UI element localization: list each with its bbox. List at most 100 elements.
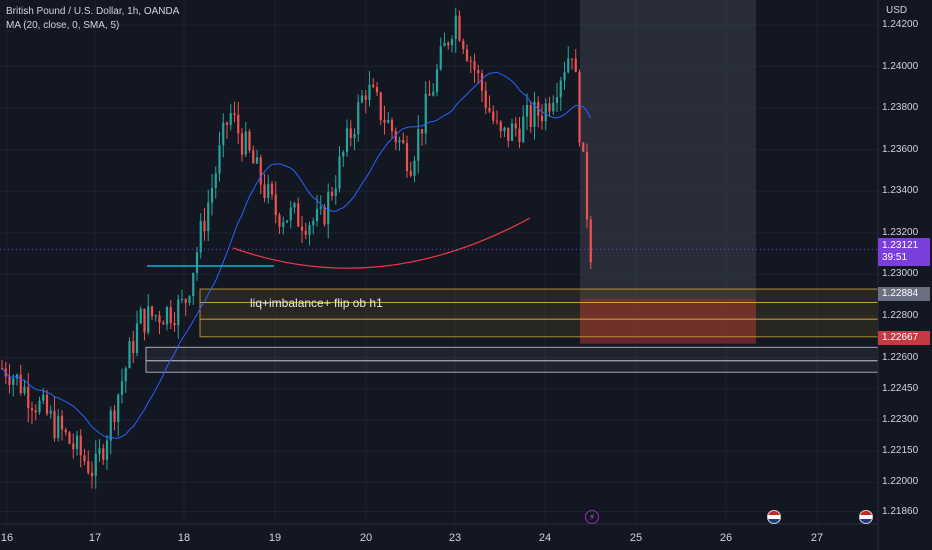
candle-body	[259, 157, 262, 185]
candle-body	[297, 203, 300, 227]
candle-body	[383, 119, 386, 123]
candle-body	[507, 127, 510, 141]
candle-body	[327, 192, 330, 225]
candle-body	[525, 105, 529, 117]
us-flag-event-icon[interactable]	[859, 510, 873, 524]
candle-body	[342, 152, 345, 157]
candle-body	[345, 128, 349, 153]
order-block-zone	[199, 318, 879, 338]
last-price-tag: 1.23121 39:51	[878, 238, 930, 266]
candle-body	[38, 400, 41, 413]
candle-body	[349, 128, 352, 139]
candle-body	[510, 123, 514, 141]
candle-body	[465, 49, 469, 61]
candle-body	[255, 157, 259, 164]
candle-body	[162, 322, 165, 325]
candle-body	[420, 129, 424, 134]
candle-body	[75, 435, 79, 450]
candle-body	[270, 183, 274, 195]
candle-body	[169, 307, 172, 324]
bar-countdown: 39:51	[882, 252, 908, 263]
candle-body	[158, 315, 161, 323]
candle-body	[518, 128, 521, 142]
candle-body	[368, 84, 371, 101]
candle-body	[473, 61, 476, 70]
price-tick-label: 1.22450	[882, 382, 919, 394]
candle-body	[274, 194, 277, 216]
loss-zone	[580, 298, 756, 344]
candle-body	[563, 72, 566, 81]
candle-body	[128, 341, 131, 369]
date-tick-label: 25	[629, 532, 643, 544]
candle-body	[282, 222, 285, 227]
candle-body	[188, 296, 191, 303]
last-price-value: 1.23121	[882, 240, 919, 251]
date-tick-label: 17	[88, 532, 102, 544]
candle-body	[289, 207, 292, 221]
candle-body	[132, 341, 135, 354]
candle-body	[79, 435, 82, 456]
candle-body	[409, 171, 412, 176]
projection-box	[580, 0, 756, 344]
candle-body	[293, 203, 296, 208]
candle-body	[57, 415, 60, 439]
candle-body	[184, 299, 187, 303]
candle-body	[357, 102, 360, 135]
candle-body	[147, 306, 150, 333]
date-tick-label: 16	[0, 532, 14, 544]
price-tick-label: 1.23000	[882, 268, 919, 280]
candle-body	[492, 111, 495, 121]
candle-body	[552, 102, 555, 112]
candle-body	[87, 461, 90, 473]
price-tick-label: 1.22300	[882, 414, 919, 426]
candle-body	[177, 299, 180, 326]
candle-body	[439, 46, 442, 70]
candle-body	[19, 374, 22, 394]
date-tick-label: 27	[810, 532, 824, 544]
candle-body	[315, 208, 319, 222]
candle-body	[139, 308, 142, 324]
candle-body	[94, 453, 97, 477]
candle-body	[338, 156, 341, 189]
price-tick-label: 1.22800	[882, 310, 919, 322]
candle-body	[233, 113, 236, 115]
candle-body	[165, 307, 169, 325]
candle-body	[27, 386, 30, 409]
price-tick-label: 1.21860	[882, 505, 919, 517]
us-flag-event-icon[interactable]	[767, 510, 781, 524]
bolt-event-icon[interactable]: ⚡	[585, 510, 599, 524]
axis-unit-label: USD	[886, 5, 908, 16]
price-tick-label: 1.24000	[882, 60, 919, 72]
candle-body	[454, 15, 457, 40]
candle-body	[203, 220, 206, 232]
date-tick-label: 19	[268, 532, 282, 544]
candle-body	[300, 226, 304, 231]
candle-body	[477, 69, 480, 74]
candle-body	[180, 299, 184, 301]
candle-body	[495, 120, 499, 122]
chart-legend: British Pound / U.S. Dollar, 1h, OANDA M…	[6, 5, 179, 33]
candle-body	[150, 306, 154, 317]
price-tick-label: 1.23200	[882, 226, 919, 238]
price-tick-label: 1.22600	[882, 351, 919, 363]
candle-body	[222, 122, 225, 146]
candle-body	[237, 114, 240, 134]
candle-body	[109, 410, 112, 441]
candle-body	[210, 188, 214, 203]
date-tick-label: 26	[719, 532, 733, 544]
candle-body	[105, 440, 109, 460]
candle-body	[417, 129, 420, 161]
candle-body	[124, 368, 127, 382]
candle-body	[364, 95, 367, 101]
symbol-title: British Pound / U.S. Dollar, 1h, OANDA	[6, 6, 180, 17]
candle-body	[488, 107, 491, 112]
candle-body	[199, 220, 202, 253]
candle-body	[113, 410, 116, 422]
candle-body	[375, 87, 379, 93]
candle-body	[60, 415, 64, 430]
candle-body	[424, 93, 427, 134]
candle-body	[503, 127, 506, 132]
candle-body	[42, 394, 45, 401]
